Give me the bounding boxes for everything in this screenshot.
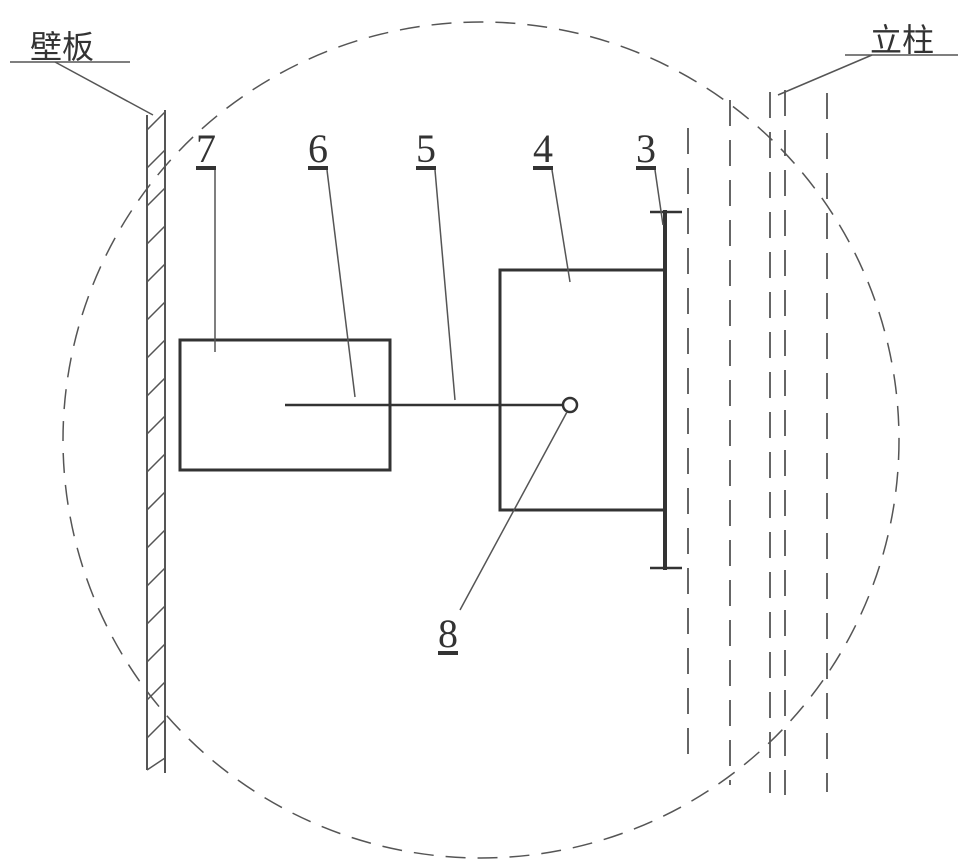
label-6: 6 [308,125,328,172]
detail-circle [63,22,899,858]
label-column: 立柱 [870,15,934,61]
leader-wall-panel [10,62,153,115]
label-4: 4 [533,125,553,172]
label-wall-panel: 壁板 [30,22,94,68]
leader-3 [655,170,663,225]
diagram-canvas: 壁板 立柱 7 6 5 4 3 8 [0,0,962,866]
leader-column [778,55,958,95]
leader-4 [552,170,570,282]
point-8 [563,398,577,412]
label-8: 8 [438,610,458,657]
column-lines [688,90,827,795]
label-5: 5 [416,125,436,172]
leader-6 [327,170,355,397]
diagram-svg [0,0,962,866]
label-3: 3 [636,125,656,172]
leader-5 [435,170,455,400]
wall-panel-hatch [147,112,165,770]
rect-4 [500,270,665,510]
label-7: 7 [196,125,216,172]
